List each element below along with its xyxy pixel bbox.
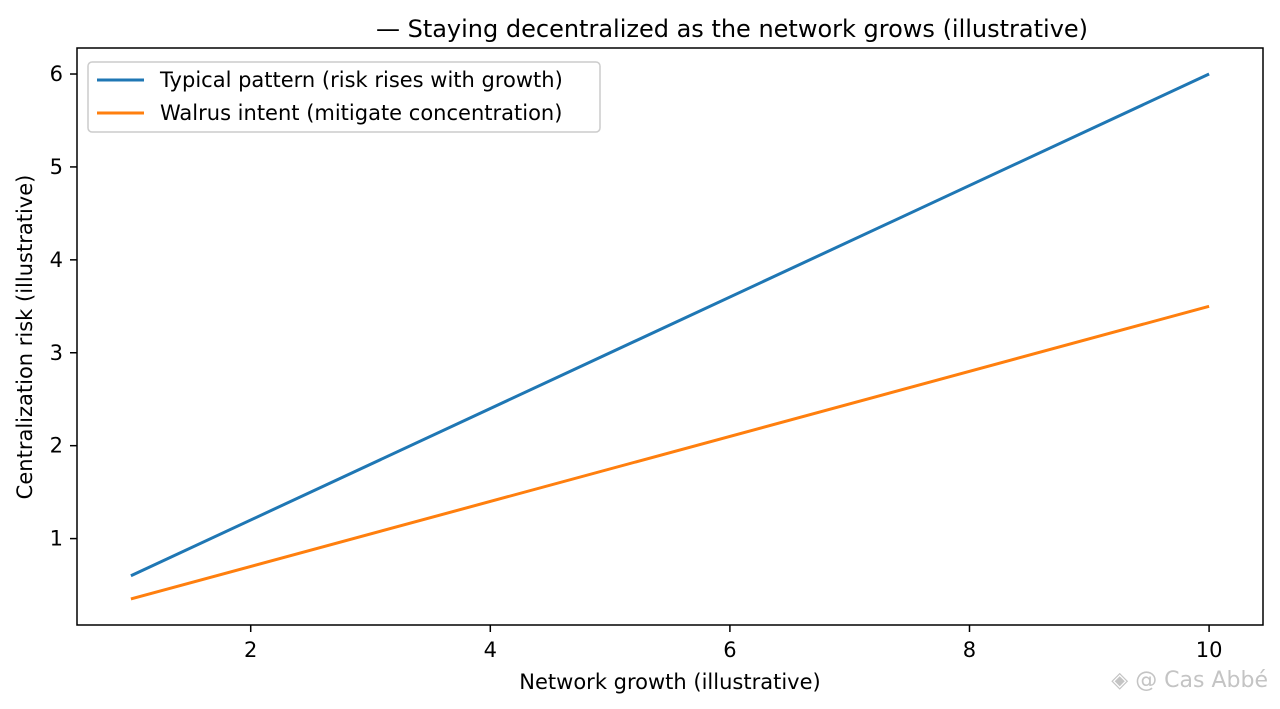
y-axis-ticks: 1 2 3 4 5 6 <box>50 62 77 551</box>
legend-box <box>87 61 601 133</box>
series-lines <box>130 72 1210 601</box>
x-tick-label: 10 <box>1196 638 1223 662</box>
legend: Typical pattern (risk rises with growth)… <box>87 61 601 133</box>
x-tick-label: 4 <box>484 638 497 662</box>
x-tick-label: 8 <box>963 638 976 662</box>
legend-label-walrus-intent: Walrus intent (mitigate concentration) <box>160 101 562 125</box>
watermark: ◈ @ Cas Abbé <box>1111 668 1268 693</box>
y-tick-label: 6 <box>50 62 63 86</box>
watermark-text: @ Cas Abbé <box>1135 668 1268 693</box>
x-axis-label: Network growth (illustrative) <box>519 670 820 694</box>
y-tick-label: 4 <box>50 248 63 272</box>
series-line-1 <box>130 304 1210 601</box>
y-tick-label: 3 <box>50 341 63 365</box>
y-axis-label: Centralization risk (illustrative) <box>13 175 37 500</box>
series-line-0 <box>130 72 1210 578</box>
y-tick-label: 5 <box>50 155 63 179</box>
x-tick-label: 2 <box>244 638 257 662</box>
y-tick-label: 1 <box>50 527 63 551</box>
x-axis-ticks: 2 4 6 8 10 <box>244 625 1222 662</box>
chart-title: — Staying decentralized as the network g… <box>376 15 1088 43</box>
legend-label-typical-pattern: Typical pattern (risk rises with growth) <box>159 68 563 92</box>
x-tick-label: 6 <box>723 638 736 662</box>
binance-logo-icon: ◈ <box>1111 668 1129 693</box>
plot-area <box>76 47 1264 626</box>
y-tick-label: 2 <box>50 434 63 458</box>
